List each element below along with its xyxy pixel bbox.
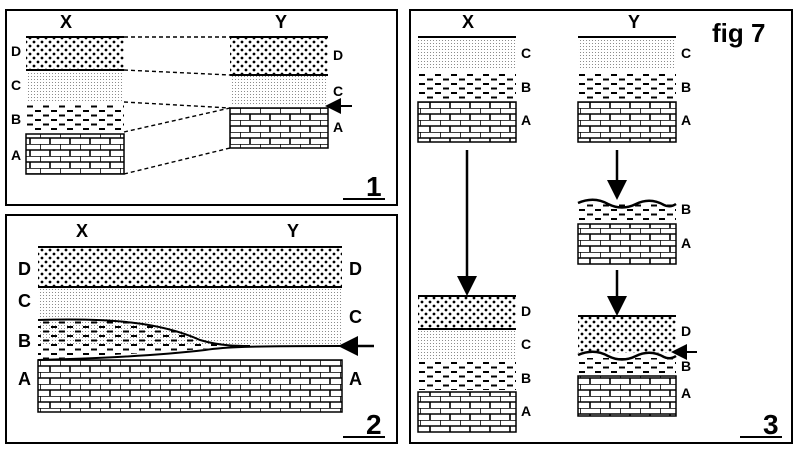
p3-y-mid-label-b: B (681, 201, 691, 217)
panel-2-col-y-label: Y (287, 221, 299, 241)
panel-2-col-x-label: X (76, 221, 88, 241)
panel-3: X Y fig 7 C B A D C B A C B A (417, 12, 782, 440)
p3-y-mid-layer-b (578, 204, 676, 222)
p3-x-top-label-a: A (521, 112, 531, 128)
figure-label: fig 7 (712, 18, 765, 48)
panel-3-col-y-label: Y (628, 12, 640, 32)
p3-x-top-layer-b (418, 72, 516, 100)
p1-x-label-d: D (11, 43, 21, 59)
p3-y-bottom-unconformity (577, 350, 677, 361)
panel-2-frame (5, 214, 398, 444)
p2-right-label-c: C (349, 307, 362, 327)
p2-left-label-b: B (18, 331, 31, 351)
panel-2-number: 2 (366, 409, 382, 440)
panel-1-number: 1 (366, 171, 382, 202)
p1-y-label-a: A (333, 119, 343, 135)
p3-x-bottom-layer-c (418, 330, 516, 360)
p3-x-bottom-label-c: C (521, 336, 531, 352)
p1-x-label-c: C (11, 77, 21, 93)
p1-x-layer-d (26, 38, 124, 70)
p3-x-top-label-b: B (521, 79, 531, 95)
p1-y-label-d: D (333, 47, 343, 63)
p3-x-bottom-label-b: B (521, 370, 531, 386)
p3-x-bottom-layer-d (418, 297, 516, 329)
p3-x-bottom-layer-a (417, 391, 517, 433)
panel-1-col-y-label: Y (275, 12, 287, 32)
p3-y-bottom-label-d: D (681, 323, 691, 339)
p1-x-layer-b (26, 104, 124, 132)
p3-x-bottom-label-d: D (521, 303, 531, 319)
panel-3-col-x-label: X (462, 12, 474, 32)
p3-y-mid-layer-a (577, 223, 677, 265)
p3-x-top-label-c: C (521, 45, 531, 61)
p1-y-layer-c (230, 76, 328, 106)
p3-y-top-label-a: A (681, 112, 691, 128)
p3-x-top-layer-c (418, 38, 516, 70)
p1-x-label-b: B (11, 111, 21, 127)
p2-right-label-d: D (349, 259, 362, 279)
p3-y-top-label-b: B (681, 79, 691, 95)
p1-y-layer-d (230, 38, 328, 74)
p3-y-bottom-label-a: A (681, 385, 691, 401)
p1-x-layer-c (26, 70, 124, 102)
p2-right-label-a: A (349, 369, 362, 389)
p2-left-label-d: D (18, 259, 31, 279)
p3-y-mid-erosion-surface (577, 198, 677, 209)
p3-y-top-layer-c (578, 38, 676, 70)
p3-x-top-layer-a (417, 101, 517, 143)
panel-1-col-x-label: X (60, 12, 72, 32)
p3-y-top-label-c: C (681, 45, 691, 61)
panel-1-frame (5, 9, 398, 206)
p2-left-label-a: A (18, 369, 31, 389)
p3-y-top-layer-b (578, 72, 676, 100)
p1-x-label-a: A (11, 147, 21, 163)
p2-layer-b-wedge (38, 319, 250, 360)
panel-3-number: 3 (763, 409, 779, 440)
panel-3-frame (409, 9, 793, 444)
p2-a-top-contact (37, 345, 343, 361)
p1-y-layer-a (229, 107, 329, 149)
p3-y-bottom-layer-b (578, 358, 676, 374)
p2-b-top-contact (37, 318, 251, 347)
p3-x-bottom-layer-b (418, 362, 516, 390)
panel-2: X Y D C B A D C A 2 (18, 221, 385, 440)
panel-1: X Y D C B A D C A 1 (11, 12, 385, 202)
p2-left-label-c: C (18, 291, 31, 311)
p3-y-bottom-layer-d (578, 317, 676, 353)
p3-y-bottom-label-b: B (681, 358, 691, 374)
p1-y-label-c: C (333, 83, 343, 99)
p1-x-layer-a (25, 133, 125, 175)
p2-layer-a (37, 359, 343, 413)
p2-layer-d (38, 248, 342, 286)
p3-y-bottom-layer-a (577, 375, 677, 417)
p3-y-mid-label-a: A (681, 235, 691, 251)
p3-y-top-layer-a (577, 101, 677, 143)
p1-correlation-lines (123, 36, 231, 175)
p3-x-bottom-label-a: A (521, 403, 531, 419)
